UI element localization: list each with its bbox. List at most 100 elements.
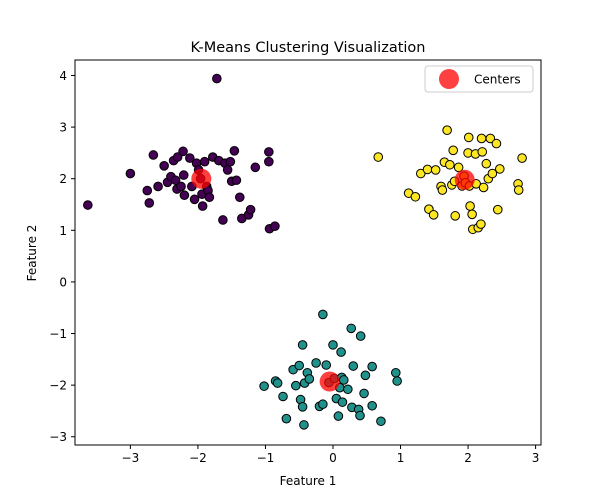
data-point-cluster-2-36 [355,331,366,341]
data-point-cluster-0-13 [176,181,186,192]
x-tick-label: 0 [329,451,337,465]
data-point-cluster-1-30 [476,219,486,229]
data-point-cluster-1-24 [465,201,475,211]
data-point-cluster-0-17 [185,153,195,163]
data-point-cluster-2-4 [281,413,292,424]
data-point-cluster-0-3 [144,198,155,208]
x-tick-label: 2 [464,451,472,465]
y-tick-label: 1 [59,224,67,238]
data-point-cluster-0-0 [83,200,93,210]
y-tick-label: 0 [59,275,67,289]
data-point-cluster-0-44 [264,147,274,157]
data-point-cluster-2-40 [367,361,377,372]
data-point-cluster-0-47 [270,221,280,231]
data-point-cluster-2-43 [392,376,402,386]
data-point-cluster-2-18 [318,399,328,410]
data-point-cluster-0-24 [197,201,208,211]
data-point-cluster-0-1 [125,168,136,179]
data-point-cluster-1-12 [445,159,455,170]
data-point-cluster-2-3 [278,391,288,402]
data-point-cluster-0-14 [178,170,189,180]
data-point-cluster-2-26 [336,347,346,357]
data-point-cluster-1-16 [450,211,461,221]
x-tick-label: −3 [122,451,140,465]
y-tick-label: 2 [59,172,67,186]
centers-layer [191,168,475,392]
y-axis-label: Feature 2 [25,225,39,282]
x-tick-label: −2 [189,451,207,465]
x-tick-label: −1 [257,451,275,465]
x-tick-label: 3 [532,451,540,465]
data-point-cluster-2-29 [338,375,349,385]
data-point-cluster-0-28 [204,192,215,203]
data-point-cluster-1-43 [517,153,527,163]
data-point-cluster-2-31 [346,323,357,334]
data-point-cluster-1-9 [437,185,448,195]
data-point-cluster-0-30 [212,73,222,84]
data-point-cluster-0-19 [189,194,200,205]
y-tick-label: −2 [49,379,67,393]
data-point-cluster-1-32 [477,147,488,157]
data-point-cluster-0-5 [153,181,163,192]
points-layer [83,73,527,430]
data-point-cluster-0-45 [264,156,274,167]
plot-frame [74,59,542,446]
data-point-cluster-1-38 [491,138,502,149]
data-point-cluster-2-9 [297,340,308,350]
cluster-center-0 [191,168,212,189]
data-point-cluster-2-24 [333,411,344,421]
data-point-cluster-2-7 [294,360,305,371]
data-point-cluster-2-10 [297,402,308,412]
data-point-cluster-2-0 [259,381,269,391]
y-tick-label: 4 [59,69,67,83]
data-point-cluster-0-15 [179,190,190,201]
y-axis-ticks: −3 −2 −1 0 1 2 3 4 [49,69,75,444]
data-point-cluster-1-17 [453,162,464,173]
data-point-cluster-1-6 [428,210,439,220]
data-point-cluster-1-2 [410,191,421,202]
data-point-cluster-0-34 [222,165,233,175]
data-point-cluster-0-43 [250,162,261,173]
x-axis-label: Feature 1 [280,474,337,488]
data-point-cluster-0-4 [148,150,159,160]
data-point-cluster-1-34 [481,158,492,169]
cluster-center-2 [319,371,340,392]
data-point-cluster-2-28 [337,397,348,407]
data-point-cluster-2-19 [321,360,332,370]
data-point-cluster-1-31 [476,133,487,144]
data-point-cluster-1-0 [373,152,384,162]
data-point-cluster-2-12 [299,420,309,430]
data-point-cluster-0-16 [178,146,188,157]
data-point-cluster-2-35 [355,410,365,421]
data-point-cluster-1-33 [478,182,489,193]
data-point-cluster-2-21 [328,340,338,350]
data-point-cluster-0-35 [225,156,236,167]
data-point-cluster-2-30 [343,384,353,395]
data-point-cluster-0-2 [142,185,153,196]
x-axis-ticks: −3 −2 −1 0 1 2 3 [122,445,540,465]
legend-label-centers: Centers [474,73,521,87]
data-point-cluster-0-37 [229,146,240,156]
data-point-cluster-2-17 [318,309,328,320]
chart-title: K-Means Clustering Visualization [191,40,426,56]
legend-marker-centers [439,69,459,89]
data-point-cluster-2-2 [272,378,283,388]
data-point-cluster-0-6 [159,160,169,171]
data-point-cluster-0-42 [245,204,256,215]
data-point-cluster-1-36 [485,133,496,144]
data-point-cluster-0-32 [218,215,228,225]
data-point-cluster-1-22 [463,132,474,143]
data-point-cluster-1-11 [442,125,452,135]
data-point-cluster-2-39 [367,400,377,411]
data-point-cluster-1-40 [495,164,505,174]
data-point-cluster-1-42 [513,185,524,195]
data-point-cluster-2-33 [348,361,359,371]
legend: Centers [424,65,534,93]
data-point-cluster-2-14 [304,374,315,384]
data-point-cluster-1-14 [448,145,459,156]
data-point-cluster-1-25 [467,209,477,220]
data-point-cluster-1-37 [487,168,498,179]
y-tick-label: −3 [49,430,67,444]
data-point-cluster-0-25 [199,156,210,167]
